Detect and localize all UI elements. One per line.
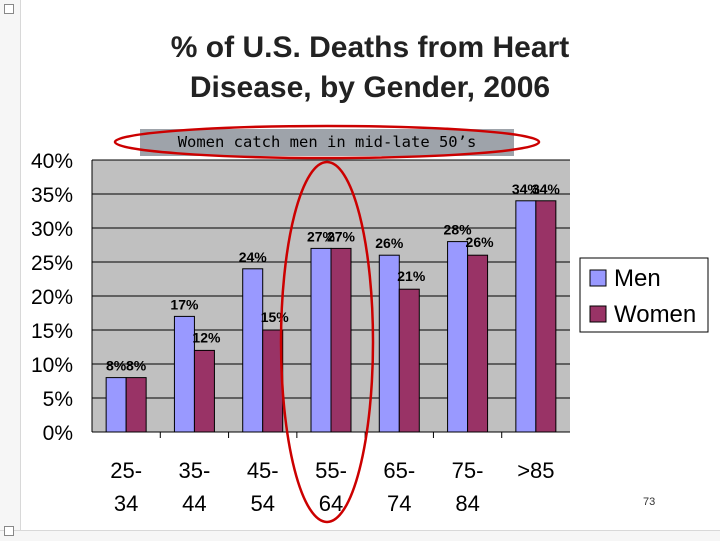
bar-women <box>262 329 284 433</box>
y-tick-label: 15% <box>31 320 73 343</box>
data-label: 27% <box>307 228 336 244</box>
bar-men <box>515 200 537 433</box>
title-line-1: % of U.S. Deaths from Heart <box>170 31 570 64</box>
highlight-ellipse-55-64 <box>279 160 375 524</box>
x-tick-label: 64 <box>319 491 343 516</box>
data-label: 17% <box>170 296 199 312</box>
bar-men <box>242 268 264 433</box>
data-label: 28% <box>444 222 473 238</box>
x-tick-label: 75- <box>452 458 484 483</box>
x-tick-label: 84 <box>455 491 479 516</box>
bar-women <box>330 247 352 433</box>
legend-label: Men <box>614 265 661 292</box>
y-tick-label: 35% <box>31 184 73 207</box>
y-tick-label: 20% <box>31 286 73 309</box>
x-tick-label: 45- <box>247 458 279 483</box>
bar-women <box>467 254 489 433</box>
x-tick-label: 55- <box>315 458 347 483</box>
slide-title: % of U.S. Deaths from Heart Disease, by … <box>90 28 650 108</box>
x-tick-label: 35- <box>179 458 211 483</box>
y-tick-label: 25% <box>31 252 73 275</box>
data-label: 26% <box>466 234 495 250</box>
bar-women <box>398 288 420 433</box>
y-tick-label: 40% <box>31 150 73 173</box>
frame-corner-square <box>4 526 14 536</box>
legend-swatch-women <box>589 305 607 323</box>
x-tick-label: 54 <box>250 491 274 516</box>
x-tick-label: >85 <box>517 458 554 483</box>
data-label: 21% <box>397 268 426 284</box>
bar-men <box>105 377 127 433</box>
data-label: 27% <box>327 228 356 244</box>
bar-women <box>125 377 147 433</box>
frame-corner-square <box>4 4 14 14</box>
x-tick-label: 74 <box>387 491 411 516</box>
bar-men <box>310 247 332 433</box>
slide-frame-left <box>0 0 21 540</box>
x-tick-label: 65- <box>383 458 415 483</box>
data-label: 34% <box>532 181 561 197</box>
page-number: 73 <box>643 496 656 508</box>
callout-ellipse <box>113 124 541 160</box>
x-tick-label: 25- <box>110 458 142 483</box>
data-label: 34% <box>512 181 541 197</box>
y-tick-label: 30% <box>31 218 73 241</box>
data-label: 12% <box>192 329 221 345</box>
data-label: 15% <box>261 309 290 325</box>
data-label: 26% <box>375 235 404 251</box>
bar-women <box>535 200 557 433</box>
bar-men <box>447 241 469 433</box>
legend-label: Women <box>614 301 696 328</box>
title-line-2: Disease, by Gender, 2006 <box>189 71 551 104</box>
x-tick-label: 34 <box>114 491 138 516</box>
x-tick-label: 44 <box>182 491 206 516</box>
data-label: 8% <box>106 358 127 374</box>
callout-banner: Women catch men in mid-late 50’s <box>140 129 514 156</box>
y-tick-label: 0% <box>43 422 73 445</box>
y-tick-label: 5% <box>43 388 73 411</box>
y-tick-label: 10% <box>31 354 73 377</box>
data-label: 24% <box>239 249 268 265</box>
slide-frame-bottom <box>0 530 720 541</box>
data-label: 8% <box>126 358 147 374</box>
bar-women <box>193 349 215 433</box>
legend-swatch-men <box>589 269 607 287</box>
